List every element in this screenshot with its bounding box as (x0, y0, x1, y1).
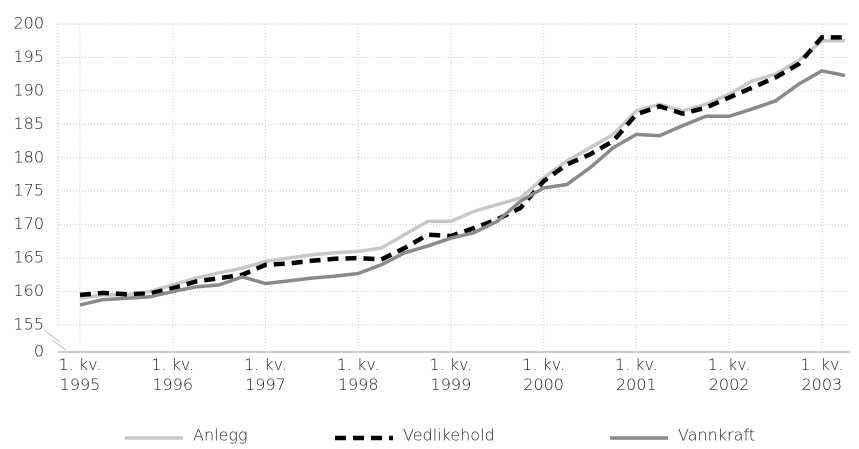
line-series (79, 68, 846, 307)
x-tick-label: 1. kv. 2001 (614, 355, 658, 394)
y-tick-label: 195 (13, 47, 44, 66)
x-tick-label: 1. kv. 1997 (243, 355, 287, 394)
x-tick-label: 1. kv. 2000 (522, 355, 566, 394)
line-series (79, 38, 845, 300)
legend-label: Vedlikehold (403, 426, 495, 445)
x-tick-label: 1. kv. 2002 (707, 355, 751, 394)
y-tick-label: 185 (13, 114, 44, 133)
y-tick-label: 165 (13, 248, 44, 267)
y-tick-label: 175 (13, 181, 44, 200)
y-tick-label: 190 (13, 80, 44, 99)
y-tick-label: 170 (13, 214, 44, 233)
y-tick-label: 155 (13, 315, 44, 334)
y-tick-label: 180 (13, 147, 44, 166)
x-tick-label: 1. kv. 2003 (800, 355, 844, 394)
y-tick-label: 160 (13, 281, 44, 300)
x-tick-label: 1. kv. 1995 (58, 355, 102, 394)
x-tick-label: 1. kv. 1999 (429, 355, 473, 394)
x-tick-label: 1. kv. 1998 (336, 355, 380, 394)
legend-label: Anlegg (193, 426, 248, 445)
y-tick-label: 0 (34, 342, 44, 361)
y-tick-label: 200 (13, 14, 44, 33)
x-tick-label: 1. kv. 1996 (151, 355, 195, 394)
line-series (79, 35, 845, 298)
legend-label: Vannkraft (678, 426, 755, 445)
axis-break (43, 329, 67, 351)
